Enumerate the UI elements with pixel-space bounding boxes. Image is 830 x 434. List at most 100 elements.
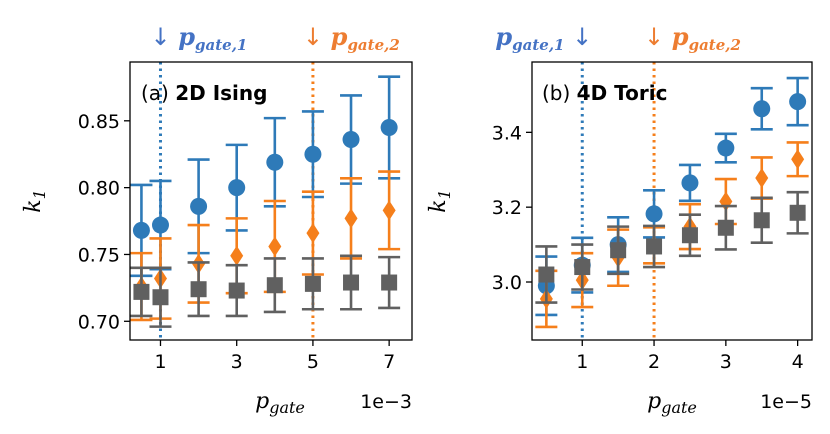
- gate-label-2: ↓ pgate,2: [644, 22, 741, 54]
- y-axis-label-sub: 1: [30, 189, 49, 199]
- y-tick: 0.80: [78, 178, 130, 200]
- data-point-circle: [190, 197, 208, 215]
- data-point-square: [381, 274, 398, 291]
- data-point-square: [304, 275, 321, 292]
- panel-title-text: 2D Ising: [175, 81, 267, 105]
- data-point-circle: [645, 205, 663, 223]
- x-tick: 5: [307, 340, 319, 373]
- plot-frame: [531, 61, 813, 341]
- x-axis-label-sub: gate: [269, 398, 305, 417]
- y-tick: 0.85: [78, 111, 130, 133]
- y-tick-label: 0.70: [78, 311, 120, 333]
- x-axis-label-main: p: [647, 389, 661, 414]
- data-point-circle: [132, 221, 150, 239]
- data-point-square: [133, 283, 150, 300]
- x-tick-label: 2: [648, 351, 660, 373]
- data-point-square: [646, 238, 663, 255]
- x-axis-label: pgate: [647, 389, 697, 417]
- down-arrow-icon: ↓: [150, 23, 178, 51]
- y-tick: 3.0: [492, 272, 532, 294]
- x-tick-label: 3: [231, 351, 243, 373]
- x-tick: 3: [720, 340, 732, 373]
- x-tick: 2: [648, 340, 660, 373]
- data-point-circle: [380, 118, 398, 136]
- gate-label-sub: gate,2: [347, 36, 399, 54]
- data-point-circle: [266, 153, 284, 171]
- down-arrow-icon: ↓: [644, 23, 672, 51]
- data-point-circle: [681, 174, 699, 192]
- data-point-square: [190, 281, 207, 298]
- x-tick-label: 3: [720, 351, 732, 373]
- data-point-square: [574, 259, 591, 276]
- data-point-circle: [753, 100, 771, 118]
- y-axis-label-main: k: [21, 199, 46, 212]
- data-point-circle: [151, 216, 169, 234]
- x-axis-multiplier: 1e−3: [360, 391, 412, 413]
- data-point-square: [152, 289, 169, 306]
- x-axis-label-main: p: [255, 389, 269, 414]
- panel-letter: (a): [141, 81, 175, 105]
- x-tick-label: 1: [576, 351, 588, 373]
- y-tick: 0.75: [78, 244, 130, 266]
- x-tick-label: 7: [383, 351, 395, 373]
- x-axis-label: pgate: [255, 389, 305, 417]
- data-point-circle: [228, 179, 246, 197]
- y-tick-label: 3.0: [492, 272, 522, 294]
- data-point-square: [538, 266, 555, 283]
- gate-label-1: ↓ pgate,1: [150, 22, 247, 54]
- data-point-circle: [304, 145, 322, 163]
- x-axis-multiplier: 1e−5: [760, 391, 812, 413]
- plot-frame: [129, 61, 413, 341]
- data-point-square: [228, 282, 245, 299]
- y-tick-label: 0.85: [78, 111, 120, 133]
- data-point-diamond: [230, 245, 244, 266]
- panel-title: (a) 2D Ising: [141, 81, 267, 105]
- gate-label-text: p: [672, 22, 689, 51]
- data-point-square: [266, 277, 283, 294]
- data-point-square: [789, 204, 806, 221]
- y-tick: 3.2: [492, 197, 532, 219]
- y-tick: 3.4: [492, 122, 532, 144]
- gate-label-sub: gate,2: [689, 36, 741, 54]
- data-point-square: [610, 242, 627, 259]
- data-point-circle: [342, 131, 360, 149]
- x-tick: 1: [154, 340, 167, 373]
- x-tick-label: 5: [307, 351, 319, 373]
- data-point-circle: [717, 139, 735, 157]
- data-point-circle: [789, 93, 807, 111]
- y-axis-label: k1: [426, 189, 454, 213]
- data-point-diamond: [268, 236, 282, 257]
- y-tick-label: 0.80: [78, 178, 120, 200]
- down-arrow-icon: ↓: [303, 23, 331, 51]
- data-point-diamond: [791, 149, 805, 170]
- x-tick: 4: [792, 340, 804, 373]
- down-arrow-icon: ↓: [565, 23, 593, 51]
- gate-label-text: p: [331, 22, 348, 51]
- data-point-diamond: [755, 167, 769, 188]
- x-axis-label-sub: gate: [661, 398, 697, 417]
- y-axis-label-main: k: [426, 199, 451, 212]
- x-tick: 7: [383, 340, 395, 373]
- y-tick: 0.70: [78, 311, 130, 333]
- x-tick: 1: [576, 340, 588, 373]
- panel-title-text: 4D Toric: [577, 81, 668, 105]
- x-tick-label: 4: [792, 351, 804, 373]
- gate-label-text: p: [178, 22, 195, 51]
- data-point-diamond: [344, 208, 358, 229]
- y-axis-label-sub: 1: [435, 189, 454, 199]
- gate-label-sub: gate,1: [195, 36, 247, 54]
- data-point-square: [717, 219, 734, 236]
- panel-title: (b) 4D Toric: [542, 81, 667, 105]
- panel-letter: (b): [542, 81, 577, 105]
- data-point-square: [343, 274, 360, 291]
- y-tick-label: 3.4: [492, 122, 522, 144]
- gate-label-sub: gate,1: [512, 36, 564, 54]
- x-tick-label: 1: [154, 351, 166, 373]
- data-point-diamond: [306, 223, 320, 244]
- gate-label-text: p: [495, 22, 512, 51]
- x-tick: 3: [231, 340, 243, 373]
- gate-label-1: pgate,1 ↓: [495, 22, 592, 54]
- data-point-square: [753, 212, 770, 229]
